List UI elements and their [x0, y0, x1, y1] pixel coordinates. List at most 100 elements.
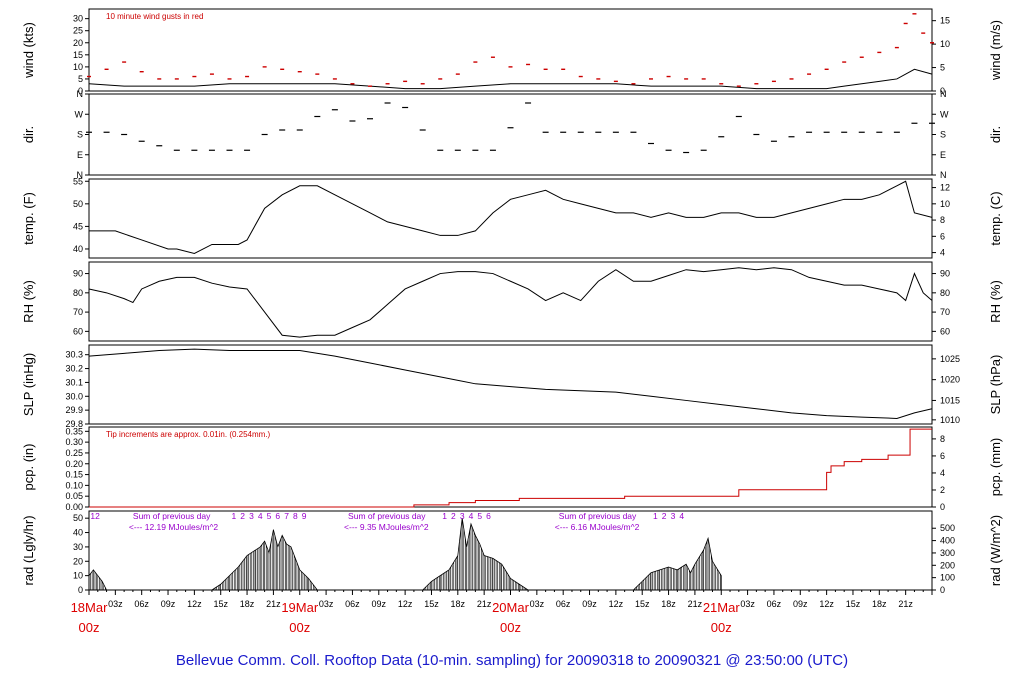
time-axis-hour-label: 03z — [108, 599, 123, 609]
right-axis-tick-label: 1020 — [940, 375, 960, 385]
series-line-pcp — [89, 428, 932, 508]
left-axis-tick-label: 70 — [73, 307, 83, 317]
right-axis-tick-label: 1010 — [940, 415, 960, 425]
right-axis-tick-label: 10 — [940, 39, 950, 49]
time-axis-hour-label: 21z — [688, 599, 703, 609]
y-axis-label-rad: rad (Lgly/hr) — [21, 515, 36, 585]
left-axis-tick-label: 0.15 — [65, 470, 83, 480]
solar-hour-mark: 6 — [275, 511, 280, 521]
time-axis-day-label: 18Mar — [71, 600, 109, 615]
y-axis-label-pcp: pcp. (in) — [21, 444, 36, 491]
radiation-sum-note-value: <--- 9.35 MJoules/m^2 — [344, 522, 429, 532]
solar-hour-mark: 1 — [653, 511, 658, 521]
panel-frame-rh — [88, 261, 933, 342]
left-axis-tick-label: 0.20 — [65, 459, 83, 469]
radiation-sum-note-title: Sum of previous day — [133, 511, 211, 521]
time-axis-hour-label: 12z — [187, 599, 202, 609]
radiation-sum-note-value: <--- 6.16 MJoules/m^2 — [555, 522, 640, 532]
time-axis-hour-label: 06z — [556, 599, 571, 609]
right-axis-tick-label: 60 — [940, 326, 950, 336]
series-line-slp — [88, 348, 933, 419]
left-axis-tick-label: 30 — [73, 14, 83, 24]
left-axis-tick-label: 50 — [73, 199, 83, 209]
time-axis-hour-label: 18z — [661, 599, 676, 609]
left-axis-tick-label: N — [77, 170, 84, 180]
y-axis-label-right-temp: temp. (C) — [988, 191, 1003, 245]
left-axis-tick-label: 0 — [78, 86, 83, 96]
y-axis-label-temp: temp. (F) — [21, 192, 36, 245]
time-axis-day-label: 20Mar — [492, 600, 530, 615]
left-axis-tick-label: 30.2 — [65, 364, 83, 374]
time-axis-day-time: 00z — [500, 620, 521, 635]
time-axis-hour-label: 12z — [398, 599, 413, 609]
radiation-sum-note-title: Sum of previous day — [348, 511, 426, 521]
time-axis-hour-label: 03z — [740, 599, 755, 609]
left-axis-tick-label: 45 — [73, 221, 83, 231]
right-axis-tick-label: 70 — [940, 307, 950, 317]
panel-frame-dir — [88, 93, 933, 176]
right-axis-tick-label: 15 — [940, 16, 950, 26]
solar-hour-mark: 8 — [293, 511, 298, 521]
solar-hour-mark: 2 — [662, 511, 667, 521]
right-axis-tick-label: 500 — [940, 523, 955, 533]
right-axis-tick-label: 4 — [940, 248, 945, 258]
left-axis-tick-label: 10 — [73, 571, 83, 581]
time-axis-hour-label: 18z — [872, 599, 887, 609]
left-axis-tick-label: 10 — [73, 62, 83, 72]
right-axis-tick-label: 6 — [940, 231, 945, 241]
time-axis-hour-label: 09z — [372, 599, 387, 609]
right-axis-tick-label: 6 — [940, 451, 945, 461]
solar-hour-mark: 9 — [302, 511, 307, 521]
panel-frame-temp — [88, 178, 933, 259]
y-axis-label-wind: wind (kts) — [21, 22, 36, 79]
time-axis-hour-label: 03z — [530, 599, 545, 609]
left-axis-tick-label: 40 — [73, 244, 83, 254]
left-axis-tick-label: 30.1 — [65, 377, 83, 387]
y-axis-label-right-slp: SLP (hPa) — [988, 355, 1003, 415]
solar-hour-mark: 4 — [258, 511, 263, 521]
right-axis-tick-label: 80 — [940, 288, 950, 298]
right-axis-tick-label: 100 — [940, 573, 955, 583]
weather-chart: 03z 06z 09z 12z 15z 18z 21z 03z 06z 09z 12z 15z 18z 2… — [21, 8, 1003, 635]
left-axis-tick-label: S — [77, 130, 83, 140]
right-axis-tick-label: 90 — [940, 269, 950, 279]
time-axis-hour-label: 12z — [609, 599, 624, 609]
panel-note-wind: 10 minute wind gusts in red — [106, 12, 203, 21]
y-axis-label-dir: dir. — [21, 126, 36, 143]
right-axis-tick-label: 0 — [940, 86, 945, 96]
right-axis-tick-label: 400 — [940, 536, 955, 546]
left-axis-tick-label: 5 — [78, 74, 83, 84]
left-axis-tick-label: 80 — [73, 288, 83, 298]
radiation-sum-note-title: Sum of previous day — [559, 511, 637, 521]
time-axis-hour-label: 06z — [767, 599, 782, 609]
time-axis-day-label: 19Mar — [281, 600, 319, 615]
time-axis-day-time: 00z — [289, 620, 310, 635]
time-axis-hour-label: 09z — [582, 599, 597, 609]
time-axis-hour-label: 09z — [793, 599, 808, 609]
right-axis-tick-label: 8 — [940, 215, 945, 225]
right-axis-tick-label: N — [940, 89, 947, 99]
right-axis-tick-label: 10 — [940, 199, 950, 209]
time-axis-hour-label: 21z — [266, 599, 281, 609]
panel-frame-slp — [88, 344, 933, 425]
left-axis-tick-label: 20 — [73, 38, 83, 48]
solar-hour-mark: 5 — [267, 511, 272, 521]
series-line-rh — [88, 267, 933, 338]
right-axis-tick-label: 0 — [940, 585, 945, 595]
solar-hour-mark: 3 — [460, 511, 465, 521]
y-axis-label-rh: RH (%) — [21, 280, 36, 323]
y-axis-label-right-rh: RH (%) — [988, 280, 1003, 323]
left-axis-tick-label: 40 — [73, 528, 83, 538]
solar-hour-mark: 2 — [451, 511, 456, 521]
left-axis-tick-label: 55 — [73, 176, 83, 186]
left-axis-tick-label: N — [77, 89, 84, 99]
right-axis-tick-label: W — [940, 109, 949, 119]
solar-hour-mark: 1 — [232, 511, 237, 521]
right-axis-tick-label: 5 — [940, 63, 945, 73]
time-axis-hour-label: 09z — [161, 599, 176, 609]
left-axis-tick-label: 29.8 — [65, 419, 83, 429]
solar-hour-mark: 5 — [477, 511, 482, 521]
right-axis-tick-label: 12 — [940, 183, 950, 193]
right-axis-tick-label: N — [940, 170, 947, 180]
time-axis-hour-label: 03z — [319, 599, 334, 609]
